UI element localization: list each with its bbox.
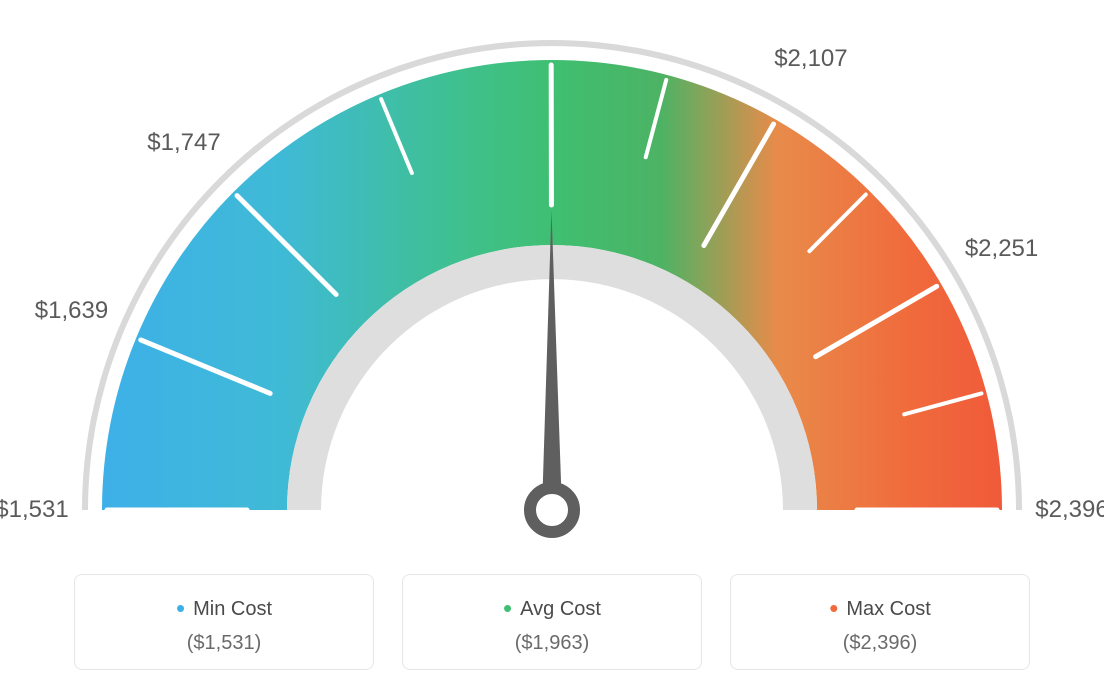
legend-value-avg: ($1,963): [413, 632, 691, 655]
gauge-svg: [0, 0, 1104, 560]
legend-card-min: Min Cost ($1,531): [74, 574, 374, 670]
gauge-tick-label: $1,531: [0, 496, 69, 524]
legend-value-max: ($2,396): [741, 632, 1019, 655]
gauge-tick-label: $2,396: [1035, 496, 1104, 524]
gauge-tick-label: $1,747: [147, 129, 220, 157]
legend-card-avg: Avg Cost ($1,963): [402, 574, 702, 670]
legend-title-min: Min Cost: [85, 593, 363, 624]
legend-value-min: ($1,531): [85, 632, 363, 655]
gauge-tick-label: $2,107: [774, 45, 847, 73]
legend-row: Min Cost ($1,531) Avg Cost ($1,963) Max …: [0, 574, 1104, 670]
legend-title-avg: Avg Cost: [413, 593, 691, 624]
legend-card-max: Max Cost ($2,396): [730, 574, 1030, 670]
gauge-tick-label: $1,639: [35, 297, 108, 325]
gauge-tick-label: $2,251: [965, 235, 1038, 263]
gauge-tick-label: $1,963: [514, 0, 587, 4]
legend-title-max: Max Cost: [741, 593, 1019, 624]
gauge-chart: $1,531 $1,639 $1,747 $1,963 $2,107 $2,251 $2,3…: [0, 0, 1104, 560]
